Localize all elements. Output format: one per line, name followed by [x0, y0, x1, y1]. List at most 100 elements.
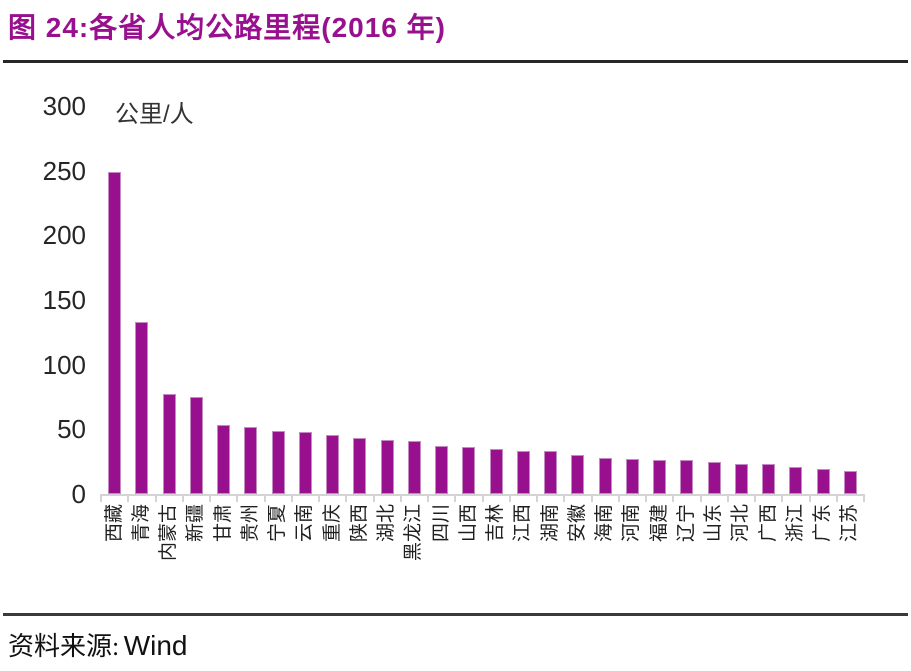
- x-category-label: 青海: [130, 504, 152, 543]
- axis-tick: [236, 494, 239, 502]
- bar: [843, 470, 857, 494]
- x-category-label: 广西: [757, 504, 779, 543]
- bar: [407, 440, 421, 494]
- axis-tick: [290, 494, 293, 502]
- x-category-label: 广东: [812, 504, 833, 543]
- title-divider: [3, 60, 908, 63]
- bar: [653, 460, 666, 494]
- axis-tick: [399, 494, 402, 502]
- y-tick-label: 200: [42, 220, 86, 251]
- axis-tick: [263, 494, 266, 502]
- x-category-label: 云南: [294, 504, 316, 543]
- bar: [353, 438, 367, 494]
- axis-tick: [563, 494, 566, 502]
- bar: [462, 447, 476, 494]
- x-category-label: 河南: [621, 504, 643, 543]
- axis-tick: [536, 494, 538, 502]
- bar: [625, 459, 639, 494]
- x-category-label: 湖南: [539, 504, 561, 543]
- axis-tick: [617, 494, 620, 502]
- x-category-label: 浙江: [784, 504, 806, 543]
- bar: [789, 466, 803, 494]
- axis-tick: [481, 494, 484, 502]
- axis-tick: [726, 494, 729, 502]
- axis-tick: [100, 494, 102, 502]
- bar: [707, 461, 721, 494]
- axis-tick: [754, 494, 756, 502]
- x-category-label: 贵州: [239, 504, 261, 543]
- axis-tick: [863, 494, 865, 502]
- x-category-label: 海南: [594, 504, 615, 543]
- axis-tick: [454, 494, 457, 502]
- x-category-label: 吉林: [485, 504, 506, 543]
- x-category-label: 甘肃: [212, 504, 234, 543]
- bar: [598, 457, 612, 494]
- bar: [135, 321, 149, 494]
- axis-tick: [127, 494, 130, 502]
- x-category-label: 安徽: [566, 504, 588, 543]
- axis-tick: [345, 494, 348, 502]
- axis-tick: [781, 494, 784, 502]
- bar: [544, 451, 557, 494]
- bar: [162, 394, 176, 494]
- bar: [244, 426, 258, 494]
- bar: [571, 455, 585, 494]
- y-tick-label: 250: [42, 155, 86, 186]
- bar: [326, 434, 339, 494]
- y-tick-label: 50: [57, 414, 86, 445]
- bar: [516, 451, 530, 494]
- y-tick-label: 100: [42, 349, 86, 380]
- axis-tick: [699, 494, 702, 502]
- bar: [734, 464, 748, 494]
- x-category-label: 西藏: [103, 504, 125, 543]
- bar: [489, 448, 503, 494]
- y-tick-label: 0: [71, 479, 86, 509]
- x-category-label: 山东: [703, 504, 724, 543]
- source-label: 资料来源:: [8, 632, 120, 661]
- axis-tick: [318, 494, 320, 502]
- source-note: 资料来源: Wind: [8, 626, 187, 663]
- axis-tick: [808, 494, 811, 502]
- axis-tick: [181, 494, 184, 502]
- x-category-label: 陕西: [348, 504, 370, 543]
- source-value: Wind: [123, 630, 188, 661]
- y-tick-label: 150: [42, 285, 86, 315]
- bar: [189, 397, 203, 494]
- bar: [217, 425, 230, 494]
- x-category-label: 宁夏: [267, 504, 288, 543]
- x-category-label: 重庆: [321, 504, 343, 543]
- bar: [680, 460, 694, 494]
- bar: [298, 431, 312, 494]
- axis-tick: [427, 494, 429, 502]
- y-tick-label: 300: [42, 91, 86, 121]
- axis-tick: [154, 494, 157, 502]
- x-category-label: 内蒙古: [158, 504, 179, 562]
- axis-tick: [590, 494, 593, 502]
- bar: [435, 446, 448, 494]
- x-category-label: 河北: [730, 504, 752, 543]
- x-category-label: 福建: [648, 504, 670, 543]
- axis-tick: [645, 494, 647, 502]
- axis-tick: [508, 494, 511, 502]
- axis-tick: [835, 494, 838, 502]
- x-category-label: 江苏: [839, 504, 861, 543]
- bar: [271, 430, 285, 494]
- x-category-label: 江西: [512, 504, 534, 543]
- axis-tick: [209, 494, 211, 502]
- y-axis-unit-label: 公里/人: [115, 101, 194, 128]
- axis-tick: [672, 494, 675, 502]
- x-category-label: 四川: [430, 504, 452, 543]
- x-category-label: 黑龙江: [403, 504, 425, 562]
- x-category-label: 山西: [457, 504, 479, 543]
- axis-tick: [372, 494, 375, 502]
- x-category-label: 新疆: [185, 504, 207, 543]
- bar: [108, 171, 121, 494]
- x-category-label: 湖北: [376, 504, 397, 543]
- figure-title: 图 24:各省人均公路里程(2016 年): [8, 12, 446, 43]
- bar: [816, 469, 830, 494]
- bar: [380, 439, 394, 494]
- footer-divider: [3, 613, 908, 616]
- x-category-label: 辽宁: [675, 504, 697, 543]
- bar: [762, 464, 775, 494]
